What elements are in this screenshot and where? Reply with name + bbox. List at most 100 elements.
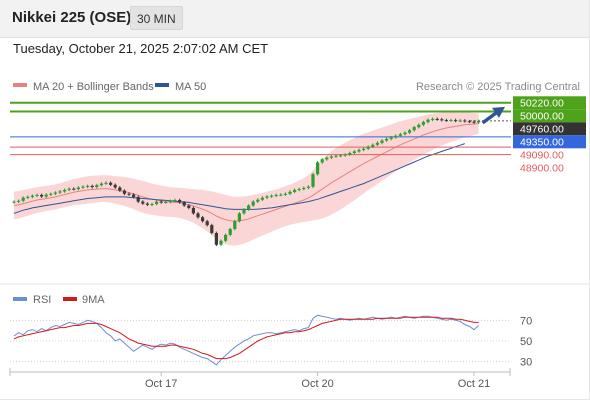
x-axis: Oct 17 Oct 20 Oct 21 bbox=[9, 368, 511, 390]
header-bar: Nikkei 225 (OSE) 30 MIN bbox=[0, 0, 590, 38]
candle-body bbox=[35, 194, 39, 196]
candle-body bbox=[49, 193, 53, 195]
candle-body bbox=[205, 221, 209, 226]
candle-body bbox=[242, 209, 246, 214]
timeframe-button[interactable]: 30 MIN bbox=[130, 6, 183, 30]
candle-body bbox=[366, 146, 370, 149]
ma20-line bbox=[13, 123, 479, 222]
candle-body bbox=[145, 203, 149, 205]
ma50-line bbox=[13, 143, 465, 214]
candle-body bbox=[421, 122, 425, 125]
rsi-tick-label: 50 bbox=[520, 336, 532, 348]
legend-rsi-label: RSI bbox=[33, 294, 51, 306]
instrument-title: Nikkei 225 (OSE) bbox=[12, 9, 132, 26]
candle-body bbox=[293, 189, 297, 192]
candle-body bbox=[159, 201, 163, 203]
candle-body bbox=[58, 191, 62, 193]
candle-body bbox=[237, 213, 241, 222]
x-tick-label: Oct 17 bbox=[145, 378, 177, 390]
rsi-ma-line bbox=[13, 316, 479, 360]
candle-body bbox=[86, 185, 90, 187]
candle-body bbox=[311, 174, 315, 187]
candle-body bbox=[228, 229, 232, 235]
candle-body bbox=[63, 189, 67, 192]
candle-body bbox=[394, 135, 398, 138]
forecast-arrow-head bbox=[492, 106, 505, 118]
candle-body bbox=[210, 225, 214, 233]
candle-body bbox=[260, 197, 264, 200]
price-label-support: 48900.00 bbox=[520, 162, 564, 174]
candle-body bbox=[302, 187, 306, 190]
price-label-box bbox=[513, 135, 586, 149]
candle-body bbox=[187, 205, 191, 208]
candle-body bbox=[270, 195, 274, 197]
candle-body bbox=[398, 134, 402, 136]
candle-body bbox=[12, 201, 16, 203]
candle-body bbox=[288, 191, 292, 194]
candle-body bbox=[463, 120, 467, 122]
candle-body bbox=[454, 120, 458, 122]
x-tick-label: Oct 21 bbox=[458, 378, 490, 390]
x-tick-label: Oct 20 bbox=[301, 378, 333, 390]
candle-body bbox=[251, 201, 255, 206]
candle-body bbox=[173, 200, 177, 201]
candle-body bbox=[274, 194, 278, 196]
candle-body bbox=[141, 201, 145, 204]
candle-body bbox=[375, 142, 379, 145]
rsi-line bbox=[13, 314, 479, 366]
price-label-resistance: 50220.00 bbox=[520, 97, 564, 109]
candle-body bbox=[67, 188, 71, 190]
legend-ma50-swatch bbox=[155, 83, 169, 87]
candle-body bbox=[283, 193, 287, 195]
candle-body bbox=[81, 186, 85, 188]
candle-body bbox=[191, 207, 195, 214]
candles bbox=[12, 106, 505, 247]
candle-body bbox=[380, 140, 384, 143]
candle-body bbox=[76, 187, 80, 190]
candle-body bbox=[127, 193, 131, 195]
candle-body bbox=[132, 194, 136, 197]
bollinger-bands bbox=[13, 112, 479, 246]
legend-ma20-label: MA 20 + Bollinger Bands bbox=[33, 81, 154, 93]
price-label-box bbox=[513, 109, 586, 123]
candle-body bbox=[99, 183, 103, 186]
candle-body bbox=[256, 199, 260, 202]
candle-body bbox=[320, 159, 324, 163]
candle-body bbox=[40, 194, 44, 197]
candle-body bbox=[467, 121, 471, 123]
candle-body bbox=[325, 157, 329, 160]
candle-body bbox=[178, 200, 182, 203]
candle-body bbox=[440, 119, 444, 121]
candle-body bbox=[449, 120, 453, 122]
candle-body bbox=[371, 144, 375, 147]
candle-body bbox=[403, 132, 407, 135]
watermark: Research © 2025 Trading Central bbox=[416, 81, 580, 93]
price-label-box bbox=[513, 122, 586, 136]
candle-body bbox=[357, 149, 361, 152]
candle-body bbox=[343, 154, 347, 156]
candle-body bbox=[26, 196, 30, 198]
candle-body bbox=[164, 202, 168, 203]
candle-body bbox=[417, 124, 421, 128]
candle-body bbox=[444, 120, 448, 122]
candle-body bbox=[472, 121, 476, 123]
candle-body bbox=[477, 120, 481, 123]
bollinger-band-area bbox=[14, 112, 479, 246]
candle-body bbox=[150, 204, 154, 205]
candle-body bbox=[44, 194, 48, 197]
candle-body bbox=[53, 192, 57, 194]
candle-body bbox=[196, 213, 200, 218]
legend-9ma-swatch bbox=[63, 297, 77, 301]
candle-body bbox=[168, 200, 172, 202]
legend-ma20-swatch bbox=[13, 83, 27, 87]
candle-body bbox=[109, 182, 113, 185]
price-label-last: 49760.00 bbox=[520, 123, 564, 135]
candle-body bbox=[72, 188, 76, 190]
candle-body bbox=[265, 196, 269, 198]
candle-body bbox=[306, 186, 310, 188]
timestamp: Tuesday, October 21, 2025 2:07:02 AM CET bbox=[13, 41, 269, 56]
candle-body bbox=[247, 205, 251, 210]
candle-body bbox=[426, 119, 430, 123]
candle-body bbox=[155, 201, 159, 204]
